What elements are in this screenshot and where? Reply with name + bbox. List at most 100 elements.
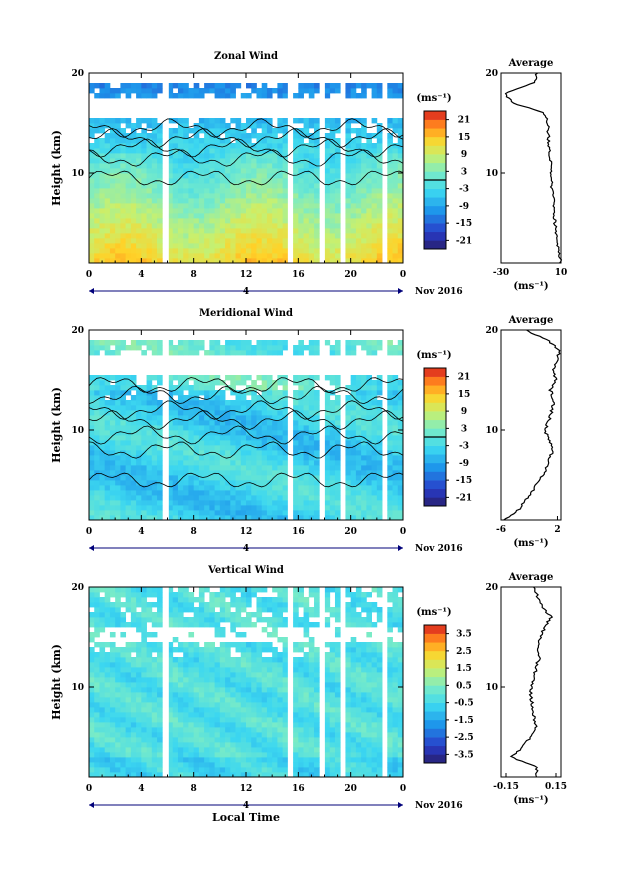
heatmap-cell bbox=[277, 510, 284, 516]
heatmap-cell bbox=[261, 707, 268, 713]
heatmap-cell bbox=[272, 652, 278, 658]
heatmap-cell bbox=[261, 742, 268, 748]
heatmap-cell bbox=[266, 430, 273, 436]
heatmap-cell bbox=[366, 465, 372, 471]
heatmap-cell bbox=[246, 253, 252, 259]
heatmap-cell bbox=[109, 118, 116, 124]
heatmap-cell bbox=[94, 712, 100, 718]
heatmap-cell bbox=[266, 253, 273, 259]
heatmap-cell bbox=[282, 737, 289, 743]
heatmap-cell bbox=[99, 470, 106, 476]
heatmap-cell bbox=[214, 515, 221, 521]
heatmap-cell bbox=[308, 233, 315, 239]
heatmap-cell bbox=[193, 163, 200, 169]
heatmap-cell bbox=[115, 223, 121, 229]
heatmap-cell bbox=[251, 233, 257, 239]
heatmap-cell bbox=[94, 722, 100, 728]
heatmap-cell bbox=[345, 218, 352, 224]
heatmap-cell bbox=[387, 465, 393, 471]
heatmap-cell bbox=[256, 425, 263, 431]
heatmap-cell bbox=[136, 430, 142, 436]
heatmap-cell bbox=[120, 587, 127, 593]
heatmap-cell bbox=[99, 612, 106, 618]
heatmap-cell bbox=[324, 475, 331, 481]
heatmap-cell bbox=[188, 238, 195, 244]
heatmap-cell bbox=[355, 188, 362, 194]
heatmap-cell bbox=[293, 500, 299, 506]
heatmap-cell bbox=[183, 118, 189, 124]
heatmap-cell bbox=[209, 737, 215, 743]
x-tick-label: 20 bbox=[344, 270, 357, 280]
heatmap-cell bbox=[94, 737, 100, 743]
heatmap-cell bbox=[120, 602, 127, 608]
heatmap-cell bbox=[277, 515, 284, 521]
heatmap-cell bbox=[204, 425, 210, 431]
heatmap-cell bbox=[109, 762, 116, 768]
heatmap-cell bbox=[209, 123, 215, 129]
heatmap-cell bbox=[151, 213, 158, 219]
heatmap-cell bbox=[303, 470, 310, 476]
heatmap-cell bbox=[225, 415, 231, 421]
heatmap-cell bbox=[324, 425, 331, 431]
heatmap-cell bbox=[266, 667, 273, 673]
heatmap-cell bbox=[193, 752, 200, 758]
heatmap-cell bbox=[172, 420, 179, 426]
heatmap-cell bbox=[240, 667, 247, 673]
heatmap-cell bbox=[261, 143, 268, 149]
heatmap-cell bbox=[167, 510, 174, 516]
heatmap-cell bbox=[183, 692, 189, 698]
heatmap-cell bbox=[125, 410, 132, 416]
profile-y-tick-label: 20 bbox=[485, 69, 498, 79]
heatmap-cell bbox=[141, 143, 147, 149]
heatmap-cell bbox=[141, 495, 147, 501]
heatmap-cell bbox=[293, 425, 299, 431]
heatmap-cell bbox=[261, 228, 268, 234]
heatmap-cell bbox=[345, 223, 352, 229]
heatmap-cell bbox=[157, 667, 163, 673]
heatmap-cell bbox=[225, 717, 231, 723]
heatmap-cell bbox=[172, 592, 179, 598]
heatmap-cell bbox=[89, 727, 95, 733]
heatmap-cell bbox=[225, 445, 231, 451]
heatmap-cell bbox=[376, 400, 383, 406]
heatmap-cell bbox=[293, 515, 299, 521]
heatmap-cell bbox=[183, 405, 189, 411]
heatmap-cell bbox=[282, 118, 289, 124]
heatmap-cell bbox=[334, 198, 341, 204]
heatmap-cell bbox=[130, 198, 137, 204]
heatmap-cell bbox=[366, 133, 372, 139]
y-tick-label: 10 bbox=[71, 169, 84, 179]
heatmap-cell bbox=[329, 375, 336, 381]
heatmap-cell bbox=[125, 717, 132, 723]
heatmap-cell bbox=[167, 662, 174, 668]
heatmap-cell bbox=[240, 722, 247, 728]
heatmap-cell bbox=[219, 475, 226, 481]
heatmap-cell bbox=[387, 420, 393, 426]
heatmap-cell bbox=[272, 198, 278, 204]
heatmap-cell bbox=[308, 747, 315, 753]
heatmap-cell bbox=[99, 148, 106, 154]
heatmap-cell bbox=[371, 400, 378, 406]
heatmap-cell bbox=[109, 193, 116, 199]
heatmap-cell bbox=[109, 148, 116, 154]
heatmap-cell bbox=[130, 233, 137, 239]
heatmap-cell bbox=[120, 238, 127, 244]
heatmap-cell bbox=[209, 607, 215, 613]
heatmap-cell bbox=[115, 757, 121, 763]
heatmap-cell bbox=[109, 587, 116, 593]
heatmap-cell bbox=[397, 208, 404, 214]
heatmap-cell bbox=[209, 198, 215, 204]
heatmap-cell bbox=[303, 662, 310, 668]
heatmap-cell bbox=[141, 727, 147, 733]
heatmap-cell bbox=[183, 722, 189, 728]
heatmap-cell bbox=[214, 500, 221, 506]
heatmap-cell bbox=[214, 592, 221, 598]
heatmap-cell bbox=[314, 83, 320, 89]
heatmap-cell bbox=[193, 667, 200, 673]
heatmap-cell bbox=[235, 435, 242, 441]
heatmap-cell bbox=[188, 440, 195, 446]
heatmap-cell bbox=[235, 757, 242, 763]
data-gap bbox=[321, 330, 325, 520]
heatmap-cell bbox=[303, 752, 310, 758]
heatmap-cell bbox=[240, 188, 247, 194]
